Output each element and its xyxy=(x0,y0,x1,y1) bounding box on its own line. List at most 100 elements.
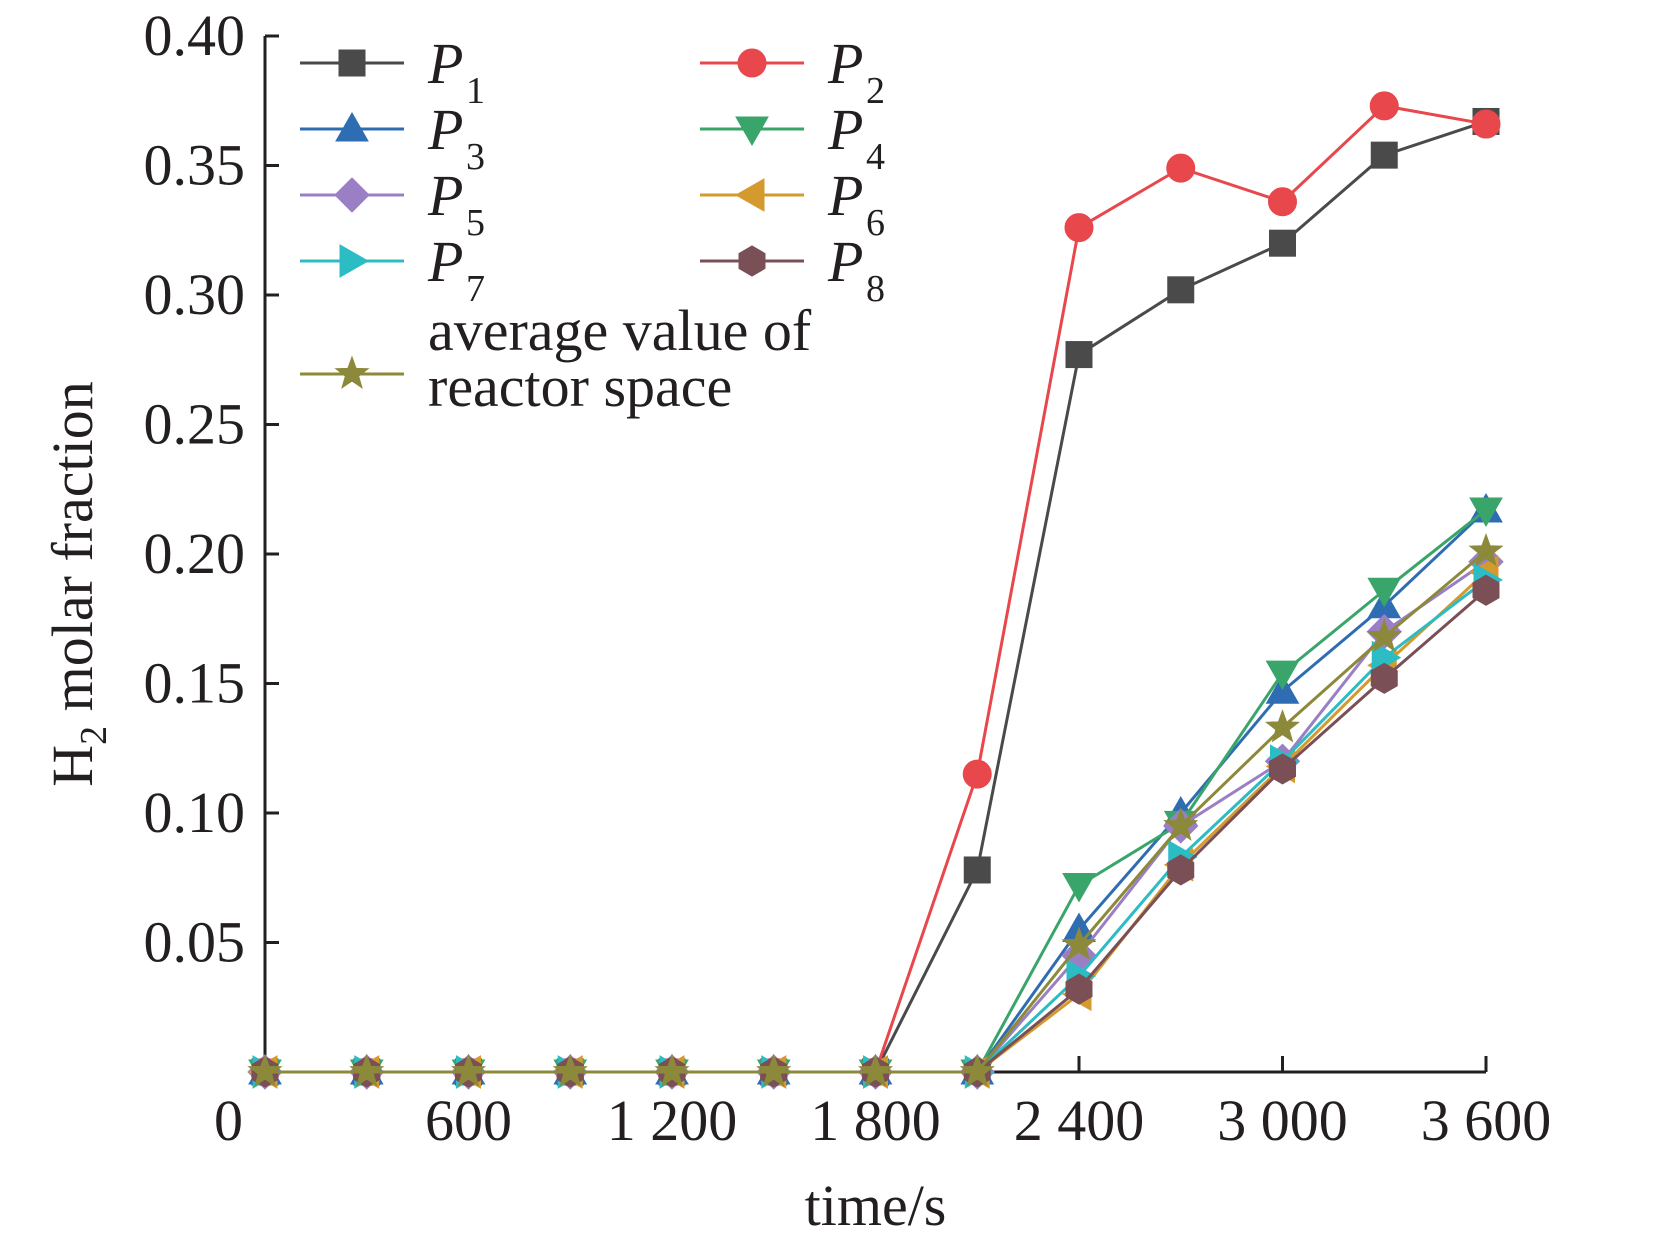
data-point xyxy=(1065,341,1093,369)
legend-label: P xyxy=(427,229,463,294)
series-6 xyxy=(247,555,1499,1089)
y-tick-label: 0.30 xyxy=(144,262,246,327)
x-tick-label: 0 xyxy=(214,1088,243,1153)
data-point xyxy=(1062,873,1096,903)
series-line xyxy=(265,571,1488,1074)
y-tick-label: 0.05 xyxy=(144,910,246,975)
data-point xyxy=(1163,807,1199,841)
series-9 xyxy=(247,532,1504,1087)
data-point xyxy=(450,1053,487,1087)
y-tick-label: 0.10 xyxy=(144,780,246,845)
x-axis-title: time/s xyxy=(805,1173,947,1236)
data-point xyxy=(1264,709,1301,743)
series-layer xyxy=(247,91,1504,1090)
series-7 xyxy=(252,563,1504,1089)
data-point xyxy=(959,1053,995,1087)
data-point xyxy=(247,1053,283,1087)
series-4 xyxy=(248,497,1503,1090)
legend-marker xyxy=(339,244,370,278)
legend-label: reactor space xyxy=(428,354,732,419)
legend-label-subscript: 2 xyxy=(866,70,885,112)
data-point xyxy=(1269,229,1296,257)
legend-marker xyxy=(334,355,370,389)
y-tick-label: 0.40 xyxy=(144,3,246,68)
data-point xyxy=(1166,153,1196,183)
series-line xyxy=(265,560,1487,1074)
data-point xyxy=(1469,497,1503,527)
series-line xyxy=(265,508,1487,1074)
data-point xyxy=(1061,926,1097,961)
data-point xyxy=(962,759,992,789)
y-axis-title-rest: molar fraction xyxy=(40,381,105,726)
data-point xyxy=(1471,109,1501,139)
x-tick-label: 3 000 xyxy=(1217,1088,1348,1153)
y-axis-title-subscript: 2 xyxy=(73,726,115,745)
y-axis-title-main: H xyxy=(40,745,105,787)
legend-marker xyxy=(734,178,765,212)
data-point xyxy=(963,856,991,884)
legend-marker xyxy=(338,49,366,77)
legend-label: P xyxy=(827,229,863,294)
series-line xyxy=(265,578,1487,1074)
legend-label: P xyxy=(427,163,463,228)
x-tick-label: 2 400 xyxy=(1014,1088,1145,1153)
legend-marker xyxy=(735,116,769,147)
data-point xyxy=(1064,213,1094,243)
legend-label-subscript: 7 xyxy=(466,268,485,310)
ticks: 0.05 0.10 0.15 0.20 0.25 0.30 0.35 0.40 0 600 1 20… xyxy=(144,3,1552,1153)
data-point xyxy=(1370,141,1398,169)
series-5 xyxy=(247,544,1504,1090)
series-line xyxy=(265,508,1488,1074)
data-point xyxy=(552,1053,588,1087)
legend-label: P xyxy=(827,97,863,162)
data-point xyxy=(1265,660,1300,691)
x-tick-label: 1 200 xyxy=(607,1088,738,1153)
y-axis-title: H2 molar fraction xyxy=(40,381,115,787)
legend-label-subscript: 4 xyxy=(866,136,885,178)
legend-label: P xyxy=(827,31,863,96)
legend-label: P xyxy=(427,97,463,162)
data-point xyxy=(1268,187,1297,217)
series-line xyxy=(265,550,1487,1074)
data-point xyxy=(1269,753,1296,785)
legend-label-subscript: 6 xyxy=(866,202,885,244)
legend-label: P xyxy=(827,163,863,228)
legend-label-subscript: 5 xyxy=(466,202,485,244)
y-tick-label: 0.25 xyxy=(144,392,246,457)
data-point xyxy=(857,1053,894,1087)
legend-marker xyxy=(738,245,766,277)
series-8 xyxy=(251,574,1500,1088)
data-point xyxy=(1065,973,1093,1005)
legend-label: P xyxy=(427,31,463,96)
x-tick-label: 600 xyxy=(425,1088,512,1153)
legend-marker xyxy=(737,48,767,78)
data-point xyxy=(1472,574,1500,606)
legend-label: average value of xyxy=(428,298,812,363)
legend-marker xyxy=(334,177,370,213)
data-point xyxy=(654,1053,690,1087)
x-tick-label: 3 600 xyxy=(1421,1088,1552,1153)
data-point xyxy=(1366,618,1402,652)
legend-label-subscript: 1 xyxy=(466,70,485,112)
data-point xyxy=(349,1053,385,1087)
data-point xyxy=(1468,532,1504,567)
data-point xyxy=(1370,662,1398,694)
x-tick-label: 1 800 xyxy=(810,1088,941,1153)
legend-marker xyxy=(335,111,369,142)
series-line xyxy=(265,589,1487,1074)
series-3 xyxy=(248,492,1503,1085)
legend-label-subscript: 3 xyxy=(466,136,485,178)
y-tick-label: 0.15 xyxy=(144,651,246,716)
data-point xyxy=(1167,276,1195,304)
data-point xyxy=(1369,91,1399,121)
